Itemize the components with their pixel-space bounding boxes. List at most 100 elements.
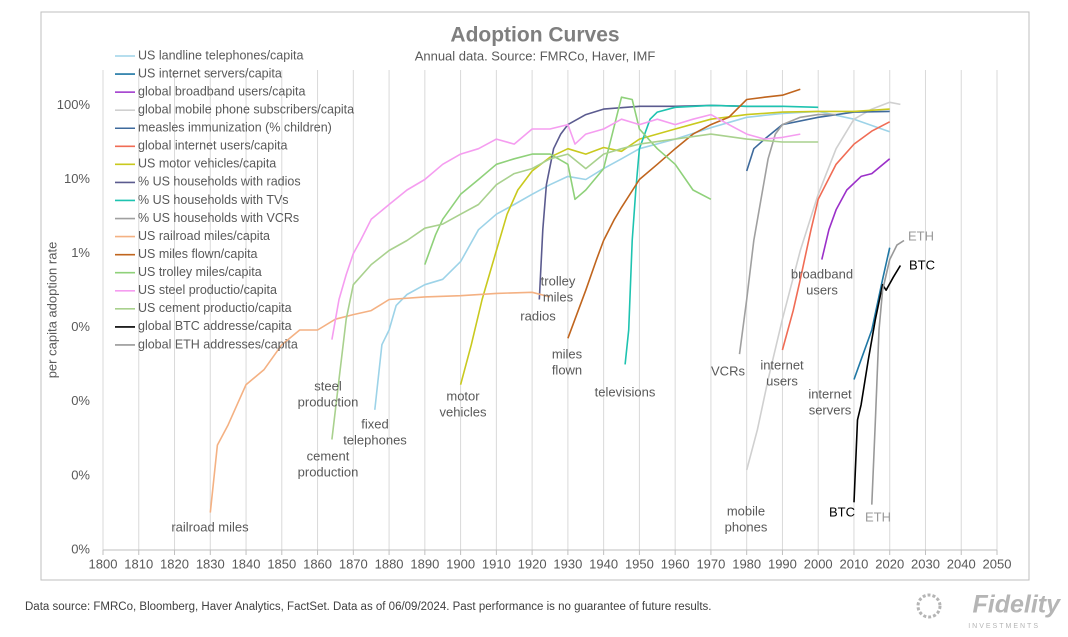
- legend-label: measles immunization (% children): [138, 121, 332, 135]
- x-tick-label: 1980: [732, 556, 761, 571]
- x-tick-label: 2000: [804, 556, 833, 571]
- y-axis-label: per capita adoption rate: [44, 242, 59, 379]
- annotation: miles: [552, 346, 583, 361]
- x-tick-label: 1830: [196, 556, 225, 571]
- legend-label: US steel productio/capita: [138, 283, 277, 297]
- legend-label: US miles flown/capita: [138, 247, 258, 261]
- legend-label: US railroad miles/capita: [138, 229, 270, 243]
- chart-subtitle: Annual data. Source: FMRCo, Haver, IMF: [415, 48, 656, 63]
- x-tick-label: 1850: [267, 556, 296, 571]
- series-line: [821, 158, 891, 260]
- x-tick-label: 2030: [911, 556, 940, 571]
- x-tick-label: 1820: [160, 556, 189, 571]
- series-line: [738, 113, 837, 355]
- legend-label: US internet servers/capita: [138, 66, 282, 80]
- annotation: trolley: [541, 273, 576, 288]
- x-tick-label: 2010: [839, 556, 868, 571]
- x-tick-label: 1870: [339, 556, 368, 571]
- annotation: flown: [552, 362, 582, 377]
- annotation: motor: [446, 388, 480, 403]
- annotation: BTC: [909, 257, 935, 272]
- annotation: production: [298, 464, 359, 479]
- annotation: cement: [307, 448, 350, 463]
- x-tick-label: 1900: [446, 556, 475, 571]
- legend-label: US landline telephones/capita: [138, 48, 303, 62]
- annotation: railroad miles: [171, 519, 249, 534]
- y-tick-label: 1%: [71, 245, 90, 260]
- annotation: phones: [725, 519, 768, 534]
- footnote: Data source: FMRCo, Bloomberg, Haver Ana…: [25, 601, 712, 613]
- x-tick-label: 1880: [375, 556, 404, 571]
- x-tick-label: 1940: [589, 556, 618, 571]
- annotation: telephones: [343, 432, 407, 447]
- legend-label: US trolley miles/capita: [138, 265, 262, 279]
- x-tick-label: 1960: [661, 556, 690, 571]
- series-line: [781, 121, 891, 351]
- annotation: VCRs: [711, 363, 745, 378]
- logo: Fidelity: [972, 591, 1061, 619]
- series-line: [567, 88, 801, 339]
- annotation: broadband: [791, 266, 853, 281]
- legend-label: % US households with VCRs: [138, 211, 299, 225]
- series-line: [871, 239, 905, 505]
- annotation: fixed: [361, 416, 388, 431]
- legend-label: global broadband users/capita: [138, 84, 306, 98]
- x-tick-label: 1970: [696, 556, 725, 571]
- series-line: [459, 108, 890, 385]
- legend-label: global mobile phone subscribers/capita: [138, 102, 354, 116]
- annotation: steel: [314, 378, 342, 393]
- y-tick-label: 10%: [64, 171, 90, 186]
- series-line: [745, 101, 901, 471]
- y-tick-label: 100%: [57, 97, 91, 112]
- annotation: televisions: [595, 384, 656, 399]
- annotation: BTC: [829, 504, 855, 519]
- logo-mark: [916, 593, 942, 619]
- y-tick-label: 0%: [71, 393, 90, 408]
- x-tick-label: 1910: [482, 556, 511, 571]
- x-tick-label: 2020: [875, 556, 904, 571]
- x-tick-label: 2040: [947, 556, 976, 571]
- annotation: vehicles: [440, 404, 487, 419]
- y-tick-label: 0%: [71, 319, 90, 334]
- y-tick-label: 0%: [71, 467, 90, 482]
- annotation: mobile: [727, 503, 765, 518]
- annotation: users: [806, 282, 838, 297]
- x-tick-label: 1840: [232, 556, 261, 571]
- series-line: [853, 247, 891, 380]
- logo-subtitle: INVESTMENTS: [968, 623, 1040, 630]
- series-line: [374, 110, 890, 410]
- x-tick-label: 1860: [303, 556, 332, 571]
- x-tick-label: 2050: [983, 556, 1012, 571]
- series-line: [331, 113, 801, 340]
- x-tick-label: 1800: [89, 556, 118, 571]
- legend-label: % US households with TVs: [138, 193, 289, 207]
- x-tick-label: 1950: [625, 556, 654, 571]
- series-line: [624, 104, 819, 365]
- legend-label: US cement productio/capita: [138, 301, 292, 315]
- legend-label: global ETH addresses/capita: [138, 337, 298, 351]
- annotation: ETH: [908, 228, 934, 243]
- legend-label: % US households with radios: [138, 175, 301, 189]
- chart-frame: [40, 11, 1030, 581]
- x-tick-label: 1920: [518, 556, 547, 571]
- annotation: internet: [808, 386, 852, 401]
- legend-label: global internet users/capita: [138, 139, 287, 153]
- x-tick-label: 1810: [124, 556, 153, 571]
- chart-title: Adoption Curves: [450, 24, 619, 47]
- legend-label: US motor vehicles/capita: [138, 157, 276, 171]
- annotation: radios: [520, 308, 556, 323]
- annotation: internet: [760, 357, 804, 372]
- annotation: servers: [809, 402, 852, 417]
- series-line: [331, 133, 819, 440]
- x-tick-label: 1890: [410, 556, 439, 571]
- legend-label: global BTC addresse/capita: [138, 319, 292, 333]
- x-tick-label: 1990: [768, 556, 797, 571]
- y-tick-label: 0%: [71, 541, 90, 556]
- annotation: miles: [543, 289, 574, 304]
- annotation: users: [766, 373, 798, 388]
- annotation: ETH: [865, 509, 891, 524]
- series-line: [853, 265, 902, 503]
- annotation: production: [298, 394, 359, 409]
